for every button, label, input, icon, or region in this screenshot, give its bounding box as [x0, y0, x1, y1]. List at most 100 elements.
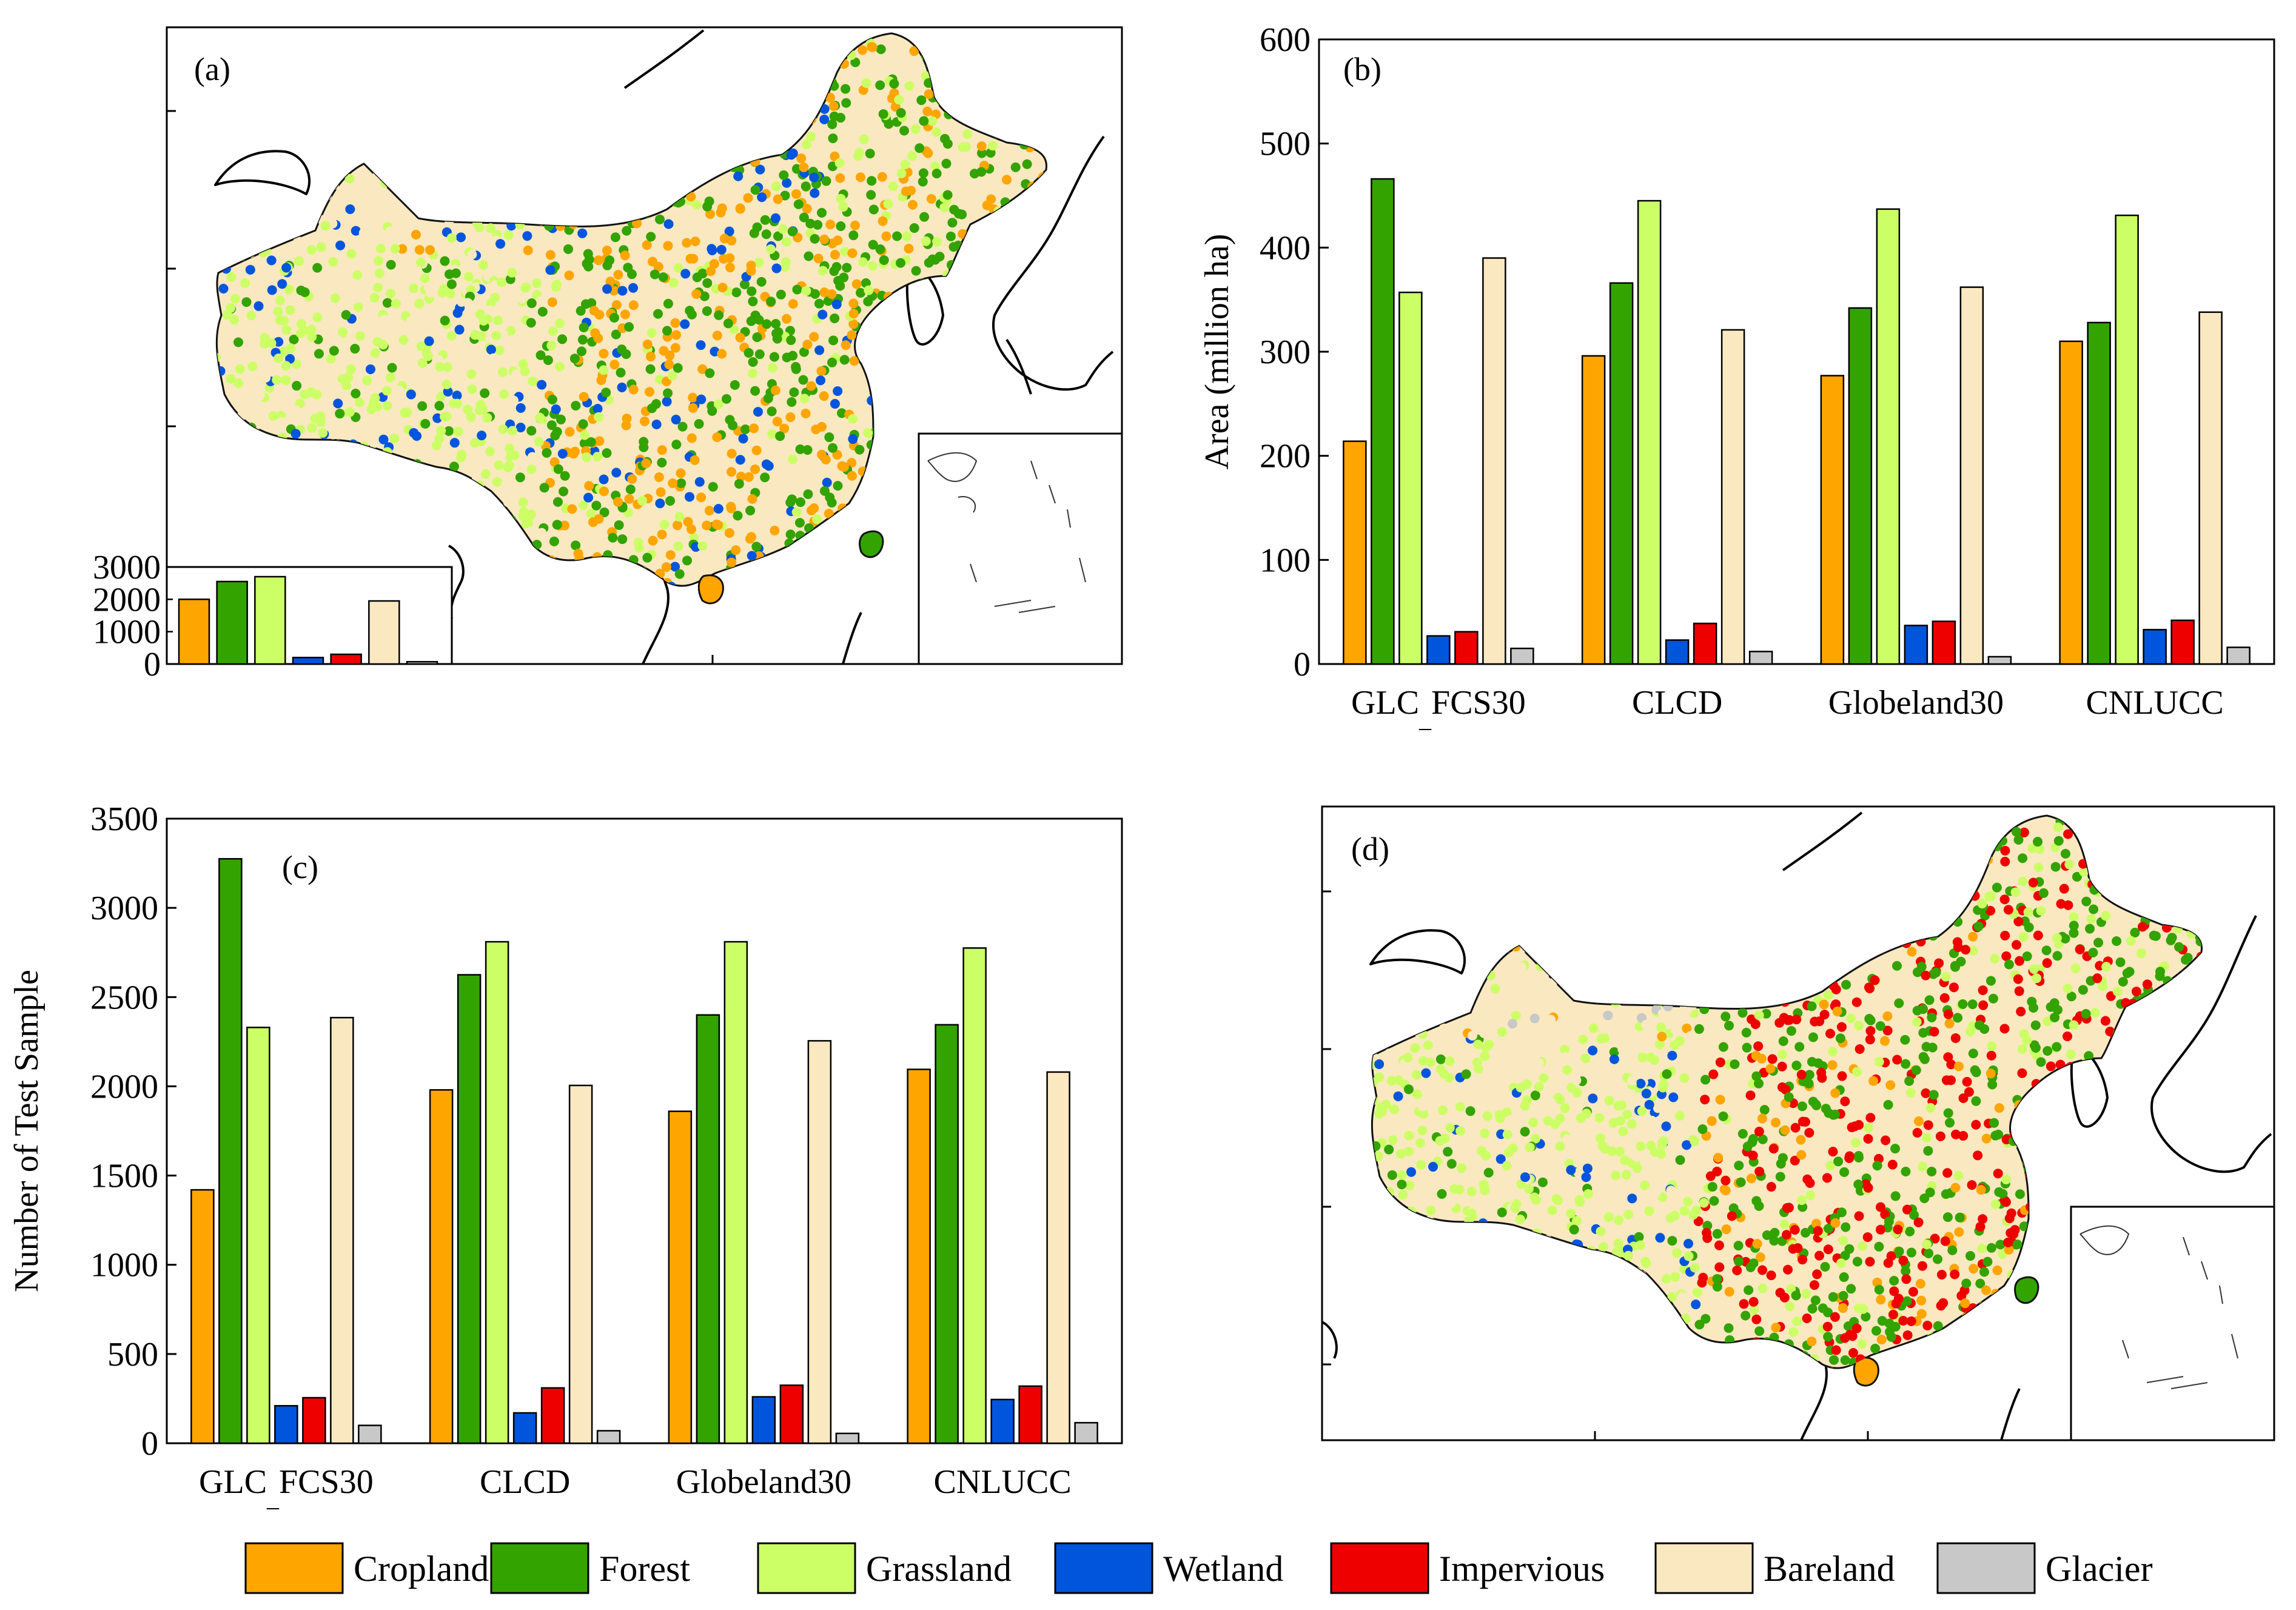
sample-point: [713, 520, 723, 530]
sample-point: [1820, 1261, 1830, 1272]
sample-point: [705, 209, 715, 220]
sample-point: [1374, 1059, 1385, 1069]
sample-point: [290, 429, 301, 439]
sample-point: [2013, 916, 2024, 927]
sample-point: [382, 401, 392, 411]
sample-point: [397, 244, 408, 254]
bar-cropland-glc-fcs30: [190, 1189, 215, 1444]
sample-point: [875, 244, 885, 255]
sample-point: [2001, 951, 2012, 961]
sample-point: [1395, 1149, 1406, 1159]
sample-point: [1713, 1153, 1724, 1163]
sample-point: [1573, 1167, 1583, 1178]
sample-point: [497, 448, 507, 458]
panel-d-map: (d): [1321, 805, 2275, 1441]
sample-point: [625, 484, 636, 494]
sample-point: [789, 387, 799, 397]
sample-point: [1971, 1096, 1981, 1106]
sample-point: [1708, 1069, 1719, 1079]
sample-point: [218, 284, 229, 294]
sample-point: [2115, 957, 2126, 967]
sample-point: [1613, 1215, 1623, 1226]
sample-point: [537, 307, 548, 317]
sample-point: [796, 153, 807, 164]
sample-point: [1825, 1160, 1836, 1170]
sample-point: [639, 442, 649, 452]
sample-point: [976, 141, 987, 152]
sample-point: [1644, 1206, 1654, 1216]
sample-point: [417, 358, 428, 369]
sample-point: [1824, 1223, 1834, 1233]
sample-point: [1647, 1115, 1657, 1125]
sample-point: [226, 272, 237, 282]
sample-point: [569, 354, 580, 364]
sample-point: [1935, 1131, 1945, 1141]
sample-point: [976, 167, 987, 177]
sample-point: [830, 250, 840, 260]
sample-point: [1906, 1247, 1916, 1258]
sample-point: [599, 507, 609, 517]
sample-point: [721, 394, 731, 404]
sample-point: [1801, 1289, 1811, 1299]
bar-forest-glc-fcs30: [1371, 178, 1395, 665]
sample-point: [659, 346, 669, 356]
sample-point: [919, 212, 930, 222]
sample-point: [921, 236, 931, 246]
sample-point: [799, 162, 809, 172]
sample-point: [1372, 1059, 1376, 1070]
sample-point: [2063, 900, 2073, 910]
sample-point: [1943, 1009, 1953, 1019]
sample-point: [2100, 1016, 2110, 1026]
sample-point: [1393, 1091, 1403, 1101]
sample-point: [1892, 961, 1902, 971]
sample-point: [1598, 1242, 1608, 1252]
sample-point: [1555, 1170, 1565, 1180]
sample-point: [277, 417, 287, 427]
sample-point: [446, 331, 457, 341]
sample-point: [1421, 1068, 1431, 1078]
bar-forest-glc-fcs30: [218, 857, 243, 1444]
sample-point: [1884, 1216, 1894, 1227]
sample-point: [1675, 1155, 1685, 1165]
bar-wetland-glc-fcs30: [1426, 635, 1451, 665]
sample-point: [320, 221, 331, 231]
sample-point: [942, 139, 953, 149]
sample-point: [1700, 1075, 1711, 1085]
sample-point: [907, 200, 918, 210]
sample-point: [702, 306, 712, 316]
sample-point: [654, 472, 664, 482]
sample-point: [420, 273, 430, 284]
sample-point: [2004, 1244, 2014, 1255]
bar-cropland-cnlucc: [2059, 340, 2083, 665]
sample-point: [1898, 1316, 1908, 1326]
y-tick-label: 300: [1260, 334, 1311, 371]
sample-point: [834, 158, 845, 168]
sample-point: [1620, 1201, 1630, 1212]
sample-point: [1751, 1071, 1762, 1081]
sample-point: [766, 297, 776, 307]
sample-point: [1636, 1078, 1646, 1088]
sample-point: [671, 330, 682, 340]
sample-point: [1853, 1303, 1864, 1313]
sample-point: [1796, 1150, 1807, 1160]
sample-point: [746, 266, 756, 276]
sample-point: [1779, 1219, 1790, 1229]
sample-point: [485, 305, 495, 315]
sample-point: [657, 445, 667, 455]
sample-point: [314, 349, 324, 359]
sample-point: [294, 256, 304, 266]
sample-point: [1560, 1052, 1570, 1062]
sample-point: [523, 245, 533, 255]
sample-point: [1852, 1256, 1862, 1267]
sample-point: [1778, 1036, 1788, 1046]
sample-point: [1992, 1265, 2002, 1275]
bar-cropland-cnlucc: [907, 1068, 931, 1444]
sample-point: [750, 185, 760, 195]
sample-point: [688, 403, 698, 413]
sample-point: [858, 45, 868, 55]
sample-point: [747, 286, 757, 297]
sample-point: [1505, 1115, 1516, 1125]
sample-point: [786, 335, 796, 345]
sample-point: [806, 381, 816, 391]
sample-point: [724, 226, 734, 236]
